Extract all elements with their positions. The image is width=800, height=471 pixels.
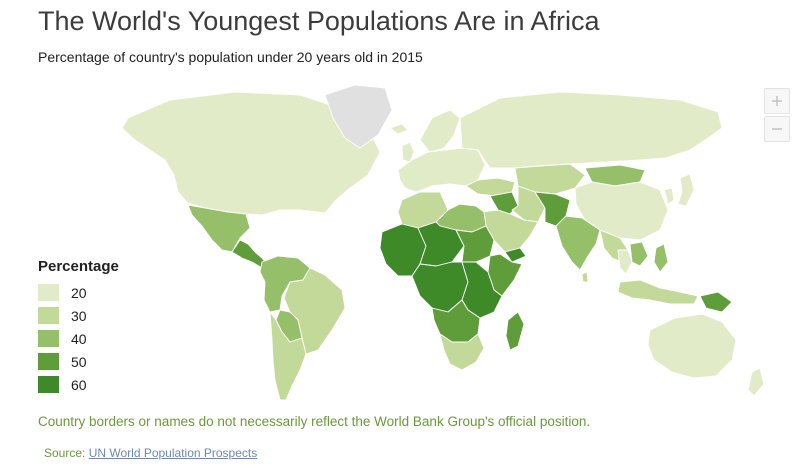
zoom-in-icon	[772, 96, 782, 106]
legend-label: 40	[71, 330, 87, 347]
region-australia[interactable]	[647, 313, 737, 379]
region-greenland[interactable]	[324, 84, 393, 149]
legend-swatch	[38, 376, 59, 393]
region-south-america-north[interactable]	[259, 255, 311, 313]
region-turkey-caucasus[interactable]	[465, 177, 516, 197]
legend-label: 60	[71, 376, 87, 393]
region-iceland[interactable]	[389, 123, 409, 135]
legend-label: 50	[71, 353, 87, 370]
legend-item: 40	[38, 327, 138, 350]
region-sahel[interactable]	[417, 221, 465, 267]
region-korea[interactable]	[663, 187, 675, 205]
region-south-america-south[interactable]	[269, 311, 307, 401]
region-yemen[interactable]	[504, 247, 527, 263]
legend-swatch	[38, 307, 59, 324]
region-new-zealand[interactable]	[747, 367, 765, 397]
legend: Percentage 20 30 40 50 60	[38, 258, 138, 396]
region-indonesia[interactable]	[617, 279, 699, 305]
region-east-africa[interactable]	[461, 261, 503, 319]
world-map[interactable]	[0, 72, 800, 412]
legend-swatch	[38, 353, 59, 370]
region-thailand[interactable]	[617, 249, 633, 275]
source-line: Source: UN World Population Prospects	[44, 446, 257, 460]
page-subtitle: Percentage of country's population under…	[38, 49, 423, 65]
legend-item: 60	[38, 373, 138, 396]
world-map-svg[interactable]	[0, 72, 800, 412]
legend-item: 30	[38, 304, 138, 327]
region-philippines[interactable]	[653, 243, 669, 273]
region-russia[interactable]	[459, 91, 723, 169]
region-india[interactable]	[555, 215, 601, 271]
region-uk-ireland[interactable]	[401, 141, 415, 163]
source-link[interactable]: UN World Population Prospects	[88, 446, 258, 460]
source-prefix: Source:	[44, 446, 86, 460]
page-title: The World's Youngest Populations Are in …	[38, 6, 600, 36]
region-southern-africa[interactable]	[439, 333, 485, 371]
region-madagascar[interactable]	[505, 311, 525, 351]
zoom-out-button[interactable]	[764, 116, 790, 142]
legend-label: 30	[71, 307, 87, 324]
region-laos-cambodia[interactable]	[629, 241, 649, 267]
legend-swatch	[38, 284, 59, 301]
region-papua-new-guinea[interactable]	[699, 291, 733, 313]
zoom-out-icon	[772, 128, 782, 130]
region-sri-lanka[interactable]	[581, 271, 589, 283]
disclaimer-text: Country borders or names do not necessar…	[38, 414, 591, 429]
legend-item: 50	[38, 350, 138, 373]
legend-swatch	[38, 330, 59, 347]
region-japan[interactable]	[677, 173, 695, 207]
zoom-in-button[interactable]	[764, 88, 790, 114]
legend-title: Percentage	[38, 258, 119, 275]
region-scandinavia[interactable]	[419, 109, 461, 153]
legend-item: 20	[38, 281, 138, 304]
legend-label: 20	[71, 284, 87, 301]
